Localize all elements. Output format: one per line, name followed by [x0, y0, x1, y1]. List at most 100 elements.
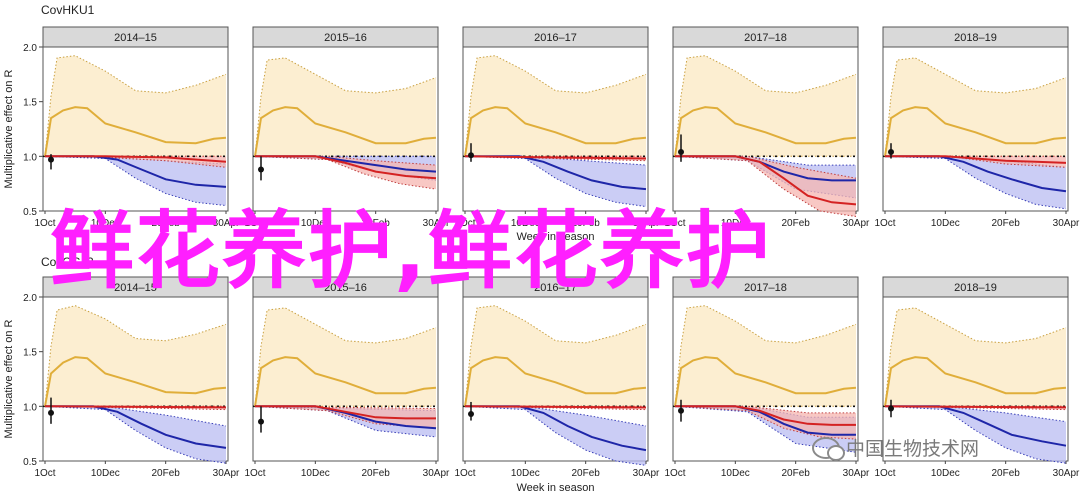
red-band-edge — [254, 155, 437, 190]
blue-band-edge — [464, 405, 647, 466]
initial-point — [48, 156, 54, 163]
panel-season-label: 2018–19 — [954, 32, 997, 44]
blue-band-edge — [884, 155, 1067, 210]
red-band — [255, 406, 436, 429]
y-tick-label: 1.5 — [23, 348, 37, 359]
row-title: CovHKU1 — [41, 3, 95, 17]
y-tick-label: 1.0 — [23, 152, 37, 163]
x-tick-label: 1Oct — [244, 468, 265, 479]
x-tick-label: 10Dec — [91, 218, 120, 229]
red-series-line — [884, 405, 1067, 409]
yellow-series-line — [254, 356, 437, 407]
watermark: 中国生物技术网 — [812, 434, 979, 461]
x-tick-label: 30Apr — [1053, 218, 1080, 229]
blue-band-edge — [884, 405, 1067, 464]
x-tick-label: 10Dec — [91, 468, 120, 479]
red-band-edge — [44, 405, 227, 411]
panel-2017–18: 2017–18 1Oct 10Dec 20Feb 30Apr — [664, 26, 870, 229]
yellow-band — [45, 55, 226, 157]
yellow-band — [255, 307, 436, 407]
x-tick-label: 10Dec — [511, 218, 540, 229]
x-tick-label: 20Feb — [571, 218, 600, 229]
x-tick-label: 20Feb — [571, 468, 600, 479]
x-tick-label: 10Dec — [301, 468, 330, 479]
red-band-edge — [884, 405, 1067, 411]
y-tick-label: 2.0 — [23, 293, 37, 304]
x-tick-label: 20Feb — [361, 468, 390, 479]
yellow-band-edge — [464, 305, 647, 407]
yellow-band — [45, 305, 226, 407]
wechat-icon — [812, 436, 845, 461]
initial-point — [678, 407, 684, 414]
x-tick-label: 10Dec — [511, 468, 540, 479]
yellow-band — [675, 55, 856, 157]
blue-band — [885, 406, 1066, 464]
blue-band — [45, 406, 226, 464]
x-tick-label: 1Oct — [244, 218, 265, 229]
x-axis-label: Week in season — [516, 482, 594, 494]
y-tick-label: 1.0 — [23, 402, 37, 413]
blue-band — [465, 156, 646, 207]
x-tick-label: 30Apr — [843, 468, 870, 479]
y-tick-label: 1.5 — [23, 98, 37, 109]
yellow-series-line — [884, 106, 1067, 157]
panel-2014–15: 2014–15 1Oct 10Dec 20Feb 30Apr — [34, 26, 240, 229]
y-tick-label: 0.5 — [23, 457, 37, 468]
x-tick-label: 1Oct — [454, 218, 475, 229]
panel-season-label: 2014–15 — [114, 32, 157, 44]
x-tick-label: 30Apr — [1053, 468, 1080, 479]
x-tick-label: 30Apr — [213, 218, 240, 229]
red-series-line — [44, 405, 227, 409]
x-tick-label: 1Oct — [664, 218, 685, 229]
watermark-text: 中国生物技术网 — [846, 438, 980, 460]
x-tick-label: 20Feb — [151, 218, 180, 229]
yellow-band-edge — [44, 55, 227, 157]
x-tick-label: 10Dec — [721, 468, 750, 479]
blue-band — [45, 156, 226, 206]
initial-point — [468, 152, 474, 159]
initial-point — [888, 405, 894, 412]
red-series-line — [255, 155, 437, 180]
yellow-series-line — [44, 356, 227, 407]
x-tick-label: 1Oct — [874, 218, 895, 229]
x-tick-label: 30Apr — [423, 218, 450, 229]
yellow-series-line — [674, 356, 857, 407]
red-band — [675, 406, 856, 440]
red-series-line — [464, 155, 647, 160]
yellow-series-line — [464, 356, 647, 407]
panel-season-label: 2016–17 — [534, 32, 577, 44]
red-band-edge — [254, 405, 437, 429]
x-tick-label: 20Feb — [781, 468, 810, 479]
panel-season-label: 2018–19 — [954, 282, 997, 294]
x-tick-label: 10Dec — [931, 468, 960, 479]
red-band — [675, 156, 856, 217]
blue-band-edge — [44, 155, 227, 206]
x-tick-label: 30Apr — [213, 468, 240, 479]
panel-2015–16: 2015–16 1Oct 10Dec 20Feb 30Apr — [244, 276, 450, 479]
yellow-series-line — [884, 356, 1067, 407]
red-series-line — [45, 155, 227, 163]
yellow-band-edge — [44, 305, 227, 407]
blue-band-edge — [44, 405, 227, 464]
x-tick-label: 30Apr — [633, 218, 660, 229]
initial-point — [468, 410, 474, 417]
blue-band-edge — [674, 405, 857, 453]
x-tick-label: 30Apr — [843, 218, 870, 229]
initial-point — [258, 418, 264, 425]
initial-point — [258, 166, 264, 173]
chart-row-1: CovHKU1 Multiplicative effect on R 0.5 1.0 1… — [3, 3, 1080, 243]
panel-2015–16: 2015–16 1Oct 10Dec 20Feb 30Apr — [244, 26, 450, 229]
initial-point — [888, 148, 894, 155]
panel-2018–19: 2018–19 1Oct 10Dec 20Feb 30Apr — [874, 276, 1080, 479]
panel-2017–18: 2017–18 1Oct 10Dec 20Feb 30Apr — [664, 276, 870, 479]
yellow-series-line — [464, 106, 647, 157]
y-axis-label: Multiplicative effect on R — [3, 319, 15, 438]
red-band-edge — [464, 405, 647, 411]
yellow-band-edge — [674, 55, 857, 157]
red-band-edge — [44, 155, 227, 168]
x-tick-label: 1Oct — [664, 468, 685, 479]
yellow-series-line — [674, 106, 857, 157]
initial-point — [48, 409, 54, 416]
x-tick-label: 20Feb — [991, 218, 1020, 229]
yellow-band — [465, 55, 646, 157]
